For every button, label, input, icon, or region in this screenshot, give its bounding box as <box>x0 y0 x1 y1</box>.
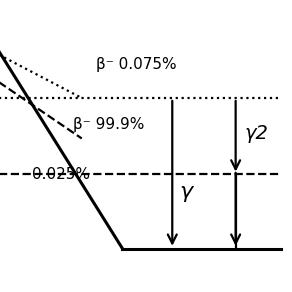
Text: β⁻ 0.075%: β⁻ 0.075% <box>96 57 176 72</box>
Text: γ: γ <box>179 182 192 202</box>
Text: 0.025%: 0.025% <box>32 167 90 182</box>
Text: β⁻ 99.9%: β⁻ 99.9% <box>73 117 145 133</box>
Text: γ2: γ2 <box>245 124 269 143</box>
